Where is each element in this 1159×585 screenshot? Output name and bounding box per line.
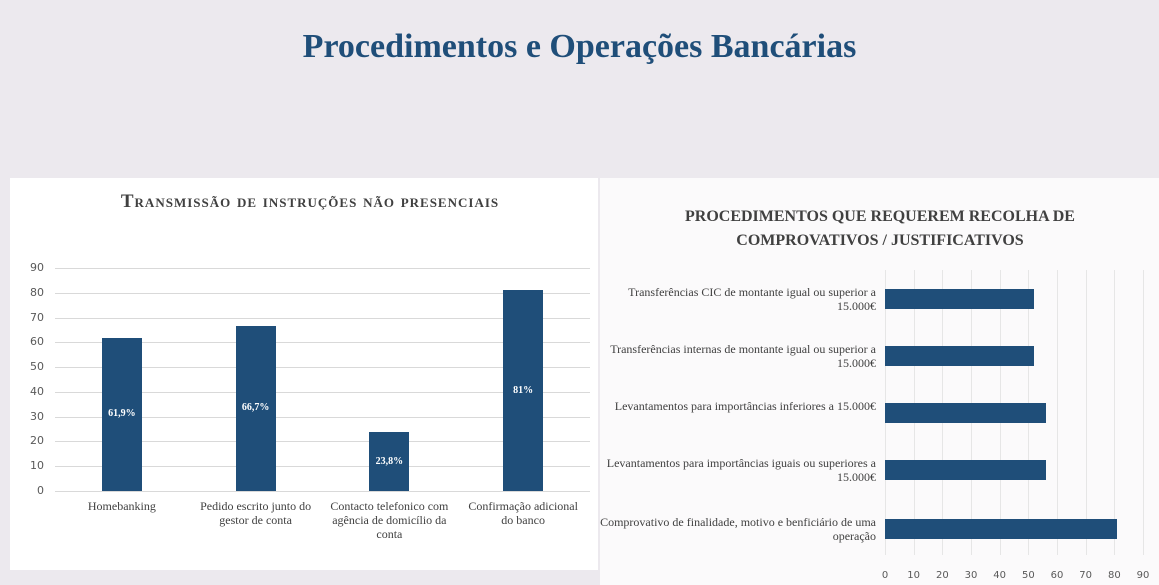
bar (235, 325, 276, 491)
chart-panel (600, 178, 1159, 585)
x-tick-label: 0 (881, 570, 889, 581)
grid-line (55, 466, 590, 468)
chart-title: Transmissão de instruções não presenciai… (120, 191, 500, 212)
grid-line (55, 317, 590, 319)
grid-line (1143, 270, 1144, 555)
x-tick-label: Confirmação adicional do banco (468, 499, 578, 527)
bar (101, 337, 142, 491)
x-tick-label: 50 (1021, 570, 1035, 581)
bar (885, 288, 1035, 309)
grid-line (1085, 270, 1087, 555)
y-tick-label: 10 (30, 459, 44, 473)
bar (369, 432, 410, 491)
value-label: 81% (513, 384, 534, 396)
x-tick-label: 60 (1050, 570, 1064, 581)
x-tick-label: 30 (964, 570, 978, 581)
grid-line (55, 367, 590, 369)
y-tick-label: Transferências CIC de montante igual ou … (628, 284, 876, 313)
grid-line (1114, 270, 1116, 555)
y-tick-label: 80 (30, 285, 44, 299)
bar (503, 290, 544, 491)
bar (885, 518, 1118, 539)
y-tick-label: 30 (30, 409, 44, 423)
x-tick-label: Contacto telefonico com agência de domic… (330, 499, 449, 541)
grid-line (55, 491, 590, 492)
y-tick-label: Transferências internas de montante igua… (610, 341, 876, 370)
x-tick-label: Pedido escrito junto do gestor de conta (200, 499, 312, 527)
bar (885, 459, 1046, 480)
value-label: 61,9% (108, 408, 136, 420)
grid-line (1057, 270, 1058, 555)
x-tick-label: Homebanking (87, 499, 156, 513)
value-label: 66,7% (241, 402, 270, 414)
grid-line (55, 441, 590, 443)
grid-line (55, 268, 590, 269)
y-tick-label: 70 (30, 310, 44, 324)
slide-title: Procedimentos e Operações Bancárias (302, 28, 857, 65)
bar (885, 345, 1035, 366)
y-tick-label: 40 (30, 384, 44, 398)
grid-line (55, 391, 590, 393)
x-tick-label: 70 (1079, 570, 1093, 581)
y-tick-label: Levantamentos para importâncias inferior… (614, 398, 876, 413)
y-tick-label: Comprovativo de finalidade, motivo e ben… (600, 514, 876, 543)
y-tick-label: 50 (30, 360, 44, 374)
y-tick-label: Levantamentos para importâncias iguais o… (606, 455, 876, 484)
y-tick-label: 60 (30, 335, 44, 349)
bar (885, 402, 1046, 423)
x-tick-label: 90 (1136, 570, 1150, 581)
x-tick-label: 40 (993, 570, 1007, 581)
grid-line (55, 416, 590, 418)
x-tick-label: 20 (935, 570, 949, 581)
grid-line (55, 342, 590, 344)
x-tick-label: 10 (907, 570, 921, 581)
y-tick-label: 20 (30, 434, 44, 448)
value-label: 23,8% (375, 455, 404, 467)
grid-line (55, 292, 590, 294)
y-tick-label: 0 (37, 484, 44, 497)
x-tick-label: 80 (1107, 570, 1121, 581)
y-tick-label: 90 (30, 261, 44, 274)
chart-title: Procedimentos que requerem recolha de co… (685, 208, 1075, 249)
